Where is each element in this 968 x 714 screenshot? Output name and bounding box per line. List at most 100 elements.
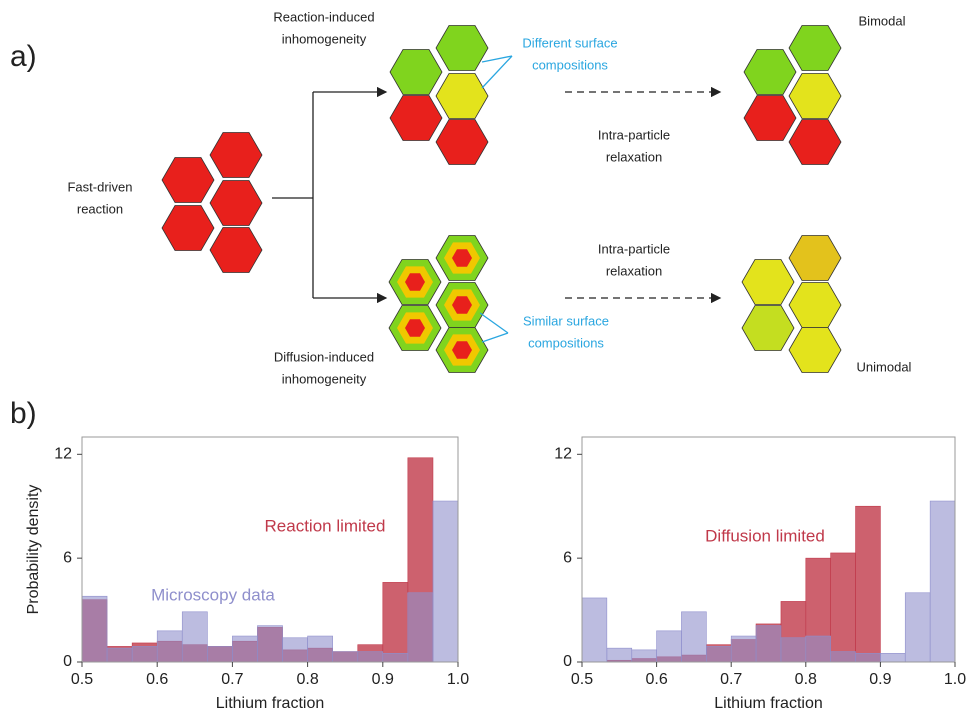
label: compositions xyxy=(532,57,608,72)
bar xyxy=(856,653,881,662)
hexagon xyxy=(789,328,841,373)
y-tick-label: 0 xyxy=(563,653,572,670)
label: Unimodal xyxy=(857,359,912,374)
hexagon xyxy=(789,120,841,165)
x-tick-label: 0.5 xyxy=(571,671,593,688)
series-label: Microscopy data xyxy=(151,585,275,604)
label: Different surface xyxy=(522,35,617,50)
hexagon xyxy=(789,26,841,71)
hexagon xyxy=(789,236,841,281)
y-axis-label: Probability density xyxy=(25,485,42,615)
particles xyxy=(162,26,841,373)
hexagon xyxy=(210,133,262,178)
bar xyxy=(132,646,157,662)
bar xyxy=(383,653,408,662)
bar xyxy=(831,553,856,662)
bar xyxy=(706,646,731,662)
panel-label: a) xyxy=(10,40,37,73)
hexagon xyxy=(162,206,214,251)
y-tick-label: 6 xyxy=(563,549,572,566)
x-tick-label: 0.9 xyxy=(869,671,891,688)
histograms: Reaction limited Microscopy data 0.5 0.6 0.7… xyxy=(25,437,966,712)
label: Fast-driven xyxy=(67,179,132,194)
hexagon xyxy=(744,96,796,141)
hexagon xyxy=(436,74,488,119)
chart: Diffusion limited 0.5 0.6 0.7 0.8 0.9 1.0 0 6 12 L… xyxy=(554,437,966,712)
hexagon xyxy=(789,74,841,119)
bar xyxy=(681,612,706,662)
x-tick-label: 0.6 xyxy=(645,671,667,688)
bar xyxy=(408,593,433,662)
x-tick-label: 0.7 xyxy=(720,671,742,688)
bar xyxy=(283,638,308,662)
bar xyxy=(232,636,257,662)
label: inhomogeneity xyxy=(282,371,367,386)
y-tick-label: 12 xyxy=(54,446,72,463)
x-tick-label: 1.0 xyxy=(944,671,966,688)
bar xyxy=(632,650,657,662)
hexagon xyxy=(210,181,262,226)
y-tick-label: 6 xyxy=(63,549,72,566)
bar xyxy=(333,652,358,662)
bar xyxy=(257,626,282,662)
x-axis-label: Lithium fraction xyxy=(216,695,325,712)
label: Reaction-induced xyxy=(273,9,374,24)
series-label: Reaction limited xyxy=(265,516,386,535)
label: relaxation xyxy=(606,149,662,164)
hexagon xyxy=(436,120,488,165)
bar xyxy=(157,631,182,662)
label: Bimodal xyxy=(859,13,906,28)
y-tick-label: 12 xyxy=(554,446,572,463)
x-tick-label: 0.8 xyxy=(296,671,318,688)
x-tick-label: 0.8 xyxy=(795,671,817,688)
bar xyxy=(107,648,132,662)
x-tick-label: 1.0 xyxy=(447,671,469,688)
bar xyxy=(582,598,607,662)
hexagon xyxy=(390,96,442,141)
bar xyxy=(806,636,831,662)
hexagon xyxy=(742,306,794,351)
figure: a) b) Fast-driven reaction Reaction-indu… xyxy=(0,0,968,714)
x-tick-label: 0.9 xyxy=(372,671,394,688)
bar xyxy=(880,653,905,662)
x-axis-label: Lithium fraction xyxy=(714,695,823,712)
label: Intra-particle xyxy=(598,127,670,142)
bar xyxy=(731,636,756,662)
label: Intra-particle xyxy=(598,241,670,256)
x-tick-label: 0.6 xyxy=(146,671,168,688)
hexagon xyxy=(744,50,796,95)
panel-label: b) xyxy=(10,397,37,430)
x-tick-label: 0.5 xyxy=(71,671,93,688)
bar xyxy=(831,652,856,662)
series-label: Diffusion limited xyxy=(705,526,825,545)
bar xyxy=(182,612,207,662)
chart: Reaction limited Microscopy data 0.5 0.6 0.7… xyxy=(25,437,469,712)
label: inhomogeneity xyxy=(282,31,367,46)
hexagon xyxy=(210,228,262,273)
bar xyxy=(905,593,930,662)
bar xyxy=(308,636,333,662)
x-tick-label: 0.7 xyxy=(221,671,243,688)
label: Similar surface xyxy=(523,313,609,328)
bar xyxy=(930,501,955,662)
bar xyxy=(433,501,458,662)
hexagon xyxy=(162,158,214,203)
bar xyxy=(657,631,682,662)
bar xyxy=(358,652,383,662)
hexagon xyxy=(789,283,841,328)
bar xyxy=(781,638,806,662)
hexagon xyxy=(436,26,488,71)
hexagon xyxy=(742,260,794,305)
label: compositions xyxy=(528,335,604,350)
bar xyxy=(756,626,781,662)
label: relaxation xyxy=(606,263,662,278)
label: Diffusion-induced xyxy=(274,349,374,364)
bar xyxy=(207,646,232,662)
bar xyxy=(82,596,107,662)
y-tick-label: 0 xyxy=(63,653,72,670)
bar xyxy=(607,648,632,662)
bar xyxy=(856,506,881,662)
label: reaction xyxy=(77,201,123,216)
hexagon xyxy=(390,50,442,95)
bar xyxy=(383,582,408,662)
